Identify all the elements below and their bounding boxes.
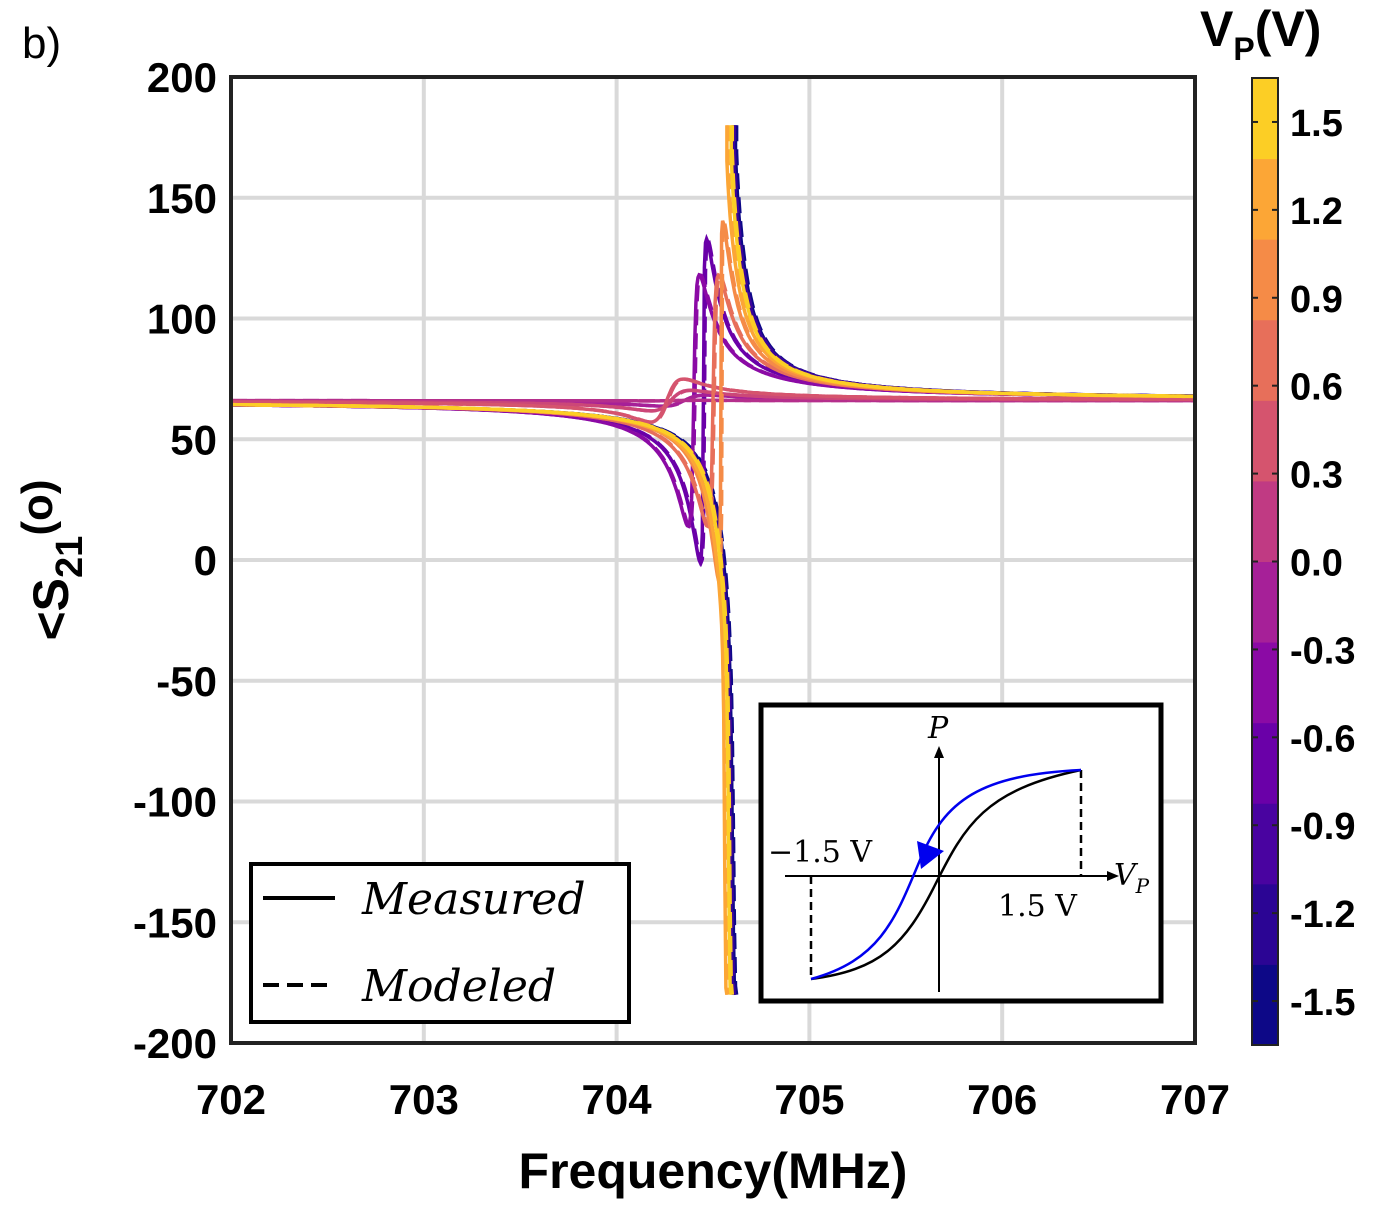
y-axis-label-sup: (o): [13, 479, 62, 535]
x-axis-label: Frequency(MHz): [519, 1143, 908, 1199]
colorbar-tick-label: 0.9: [1290, 279, 1343, 321]
colorbar-tick-label: 1.5: [1290, 103, 1343, 145]
y-tick-labels: 200 150 100 50 0 -50 -100 -150 -200: [133, 54, 217, 1067]
axes-frame: [229, 75, 1197, 1045]
colorbar-segment: [1252, 964, 1278, 1046]
plot-area: [231, 125, 1195, 996]
legend: Measured Modeled: [249, 862, 631, 1024]
inset-pos-label: 1.5 V: [998, 889, 1078, 924]
inset-neg-label-text: −1.5 V: [768, 835, 873, 870]
inset-reverse-branch: [810, 768, 1082, 981]
colorbar-tick-label: -1.5: [1290, 982, 1355, 1024]
x-tick-label: 707: [1160, 1076, 1230, 1123]
colorbar-segment: [1252, 883, 1278, 965]
y-tick-label: -100: [133, 779, 217, 826]
y-tick-label: 50: [170, 416, 217, 463]
x-tick-label: 702: [196, 1076, 266, 1123]
colorbar-segment: [1252, 78, 1278, 160]
colorbar-tick-label: 1.2: [1290, 191, 1343, 233]
inset-direction-arrow-icon: [917, 841, 944, 869]
colorbar-tick-label: -0.9: [1290, 806, 1355, 848]
y-tick-label: 150: [147, 175, 217, 222]
colorbar-tick-label: -1.2: [1290, 894, 1355, 936]
colorbar-title: VP(V): [1200, 1, 1321, 67]
colorbar-segment: [1252, 722, 1278, 804]
colorbar-segment: [1252, 400, 1278, 482]
inset-y-arrow-icon: [934, 746, 944, 758]
x-tick-label: 703: [389, 1076, 459, 1123]
legend-measured-label: Measured: [361, 874, 585, 925]
y-tick-label: -200: [133, 1020, 217, 1067]
x-tick-labels: 702 703 704 705 706 707: [196, 1076, 1230, 1123]
colorbar-tick-label: 0.0: [1290, 543, 1343, 585]
colorbar-segment: [1252, 642, 1278, 724]
series-modeled-11: [231, 125, 1195, 995]
colorbar-tick-label: -0.3: [1290, 630, 1355, 672]
legend-modeled-label: Modeled: [361, 961, 556, 1012]
colorbar-tick-label: 0.3: [1290, 455, 1343, 497]
x-tick-label: 705: [774, 1076, 844, 1123]
inset-y-label: P: [927, 711, 949, 746]
y-tick-label: 100: [147, 296, 217, 343]
colorbar-segment: [1252, 158, 1278, 240]
x-tick-label: 704: [582, 1076, 653, 1123]
inset-pos-label-text: 1.5 V: [998, 889, 1078, 924]
colorbar: VP(V) 1.5 1.2 0.9 0.6 0.3 0.0 -0.3 -0.6 -0.9 -1.2…: [1200, 1, 1355, 1046]
panel-label: b): [22, 19, 61, 68]
colorbar-segment: [1252, 561, 1278, 643]
x-tick-label: 706: [967, 1076, 1037, 1123]
y-tick-label: -150: [133, 899, 217, 946]
y-tick-label: -50: [156, 658, 217, 705]
inset-neg-label: −1.5 V: [768, 835, 873, 870]
colorbar-segment: [1252, 480, 1278, 562]
y-axis-label-main: <S: [23, 578, 79, 641]
colorbar-tick-label: 0.6: [1290, 367, 1343, 409]
y-tick-label: 0: [194, 537, 217, 584]
inset-x-label: VP: [1114, 858, 1150, 898]
y-axis-label: <S21(o): [13, 479, 91, 640]
colorbar-segment: [1252, 319, 1278, 401]
svg-text:<S21(o): <S21(o): [13, 479, 91, 640]
colorbar-segment: [1252, 803, 1278, 885]
inset-hysteresis: P −1.5 V 1.5 V VP: [758, 702, 1164, 1004]
y-axis-label-sub: 21: [49, 536, 91, 578]
colorbar-tick-label: -0.6: [1290, 718, 1355, 760]
y-tick-label: 200: [147, 54, 217, 101]
colorbar-segment: [1252, 239, 1278, 321]
inset-x-arrow-icon: [1107, 871, 1119, 881]
